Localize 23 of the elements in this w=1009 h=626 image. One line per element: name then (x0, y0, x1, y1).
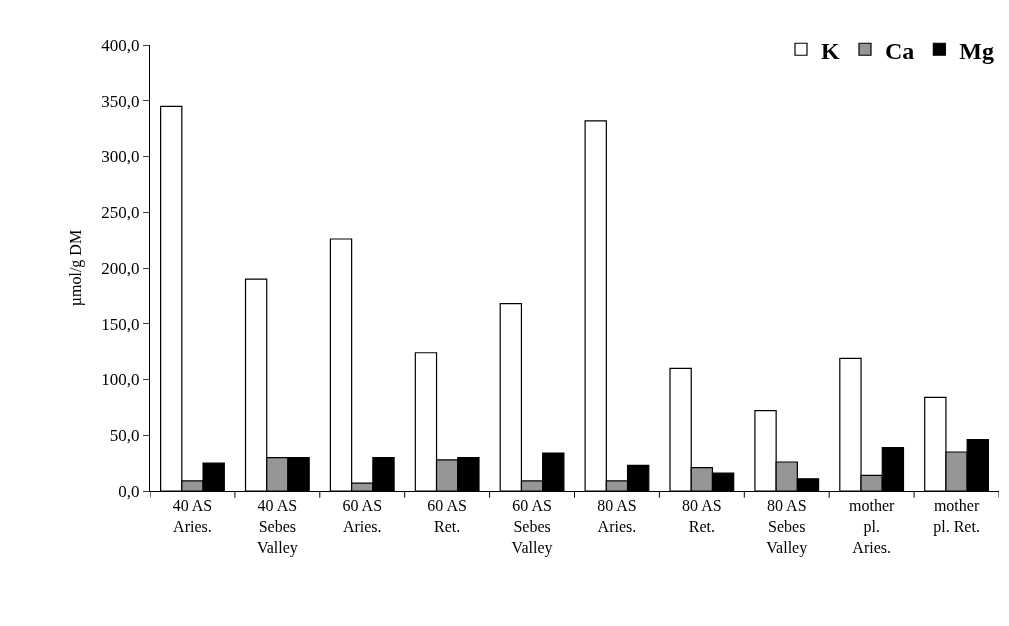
y-tick-label: 250,0 (101, 203, 140, 223)
x-tick-label: mother pl. Ret. (933, 497, 980, 536)
legend-label: Ca (885, 37, 915, 64)
y-axis-title: µmol/g DM (67, 229, 86, 307)
x-tick-label: 40 AS Sebes Valley (256, 497, 298, 557)
x-tick-label: 60 AS Ret. (427, 497, 467, 535)
y-tick-label: 400,0 (101, 35, 140, 55)
y-tick-label: 50,0 (109, 426, 140, 446)
x-tick-label: 60 AS Aries. (342, 497, 383, 535)
x-tick-label: mother pl. Aries. (848, 497, 895, 556)
y-tick-label: 350,0 (101, 91, 140, 111)
legend-label: K (821, 37, 840, 64)
x-tick-label: 60 AS Sebes Valley (511, 497, 553, 557)
y-tick-label: 100,0 (101, 370, 140, 390)
legend-label: Mg (959, 37, 994, 64)
x-tick-label: 80 AS Sebes Valley (766, 497, 808, 557)
x-tick-label: 80 AS Aries. (597, 497, 637, 535)
y-tick-label: 0,0 (118, 481, 140, 501)
y-tick-label: 150,0 (101, 314, 140, 334)
x-tick-label: 40 AS Aries. (172, 497, 213, 535)
y-tick-label: 300,0 (101, 147, 140, 167)
y-tick-label: 200,0 (101, 258, 140, 278)
x-tick-label: 80 AS Ret. (682, 497, 722, 535)
